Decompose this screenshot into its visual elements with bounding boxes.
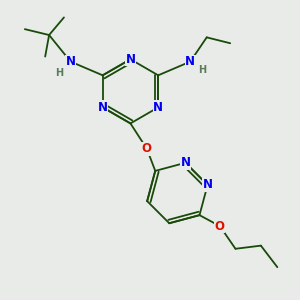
Text: O: O <box>215 220 225 232</box>
Text: N: N <box>66 55 76 68</box>
Text: N: N <box>153 101 163 114</box>
Text: N: N <box>98 101 108 114</box>
Text: O: O <box>142 142 152 155</box>
Text: N: N <box>125 53 135 66</box>
Text: H: H <box>56 68 64 78</box>
Text: N: N <box>202 178 213 191</box>
Text: N: N <box>181 156 190 169</box>
Text: N: N <box>185 55 195 68</box>
Text: H: H <box>198 65 206 75</box>
